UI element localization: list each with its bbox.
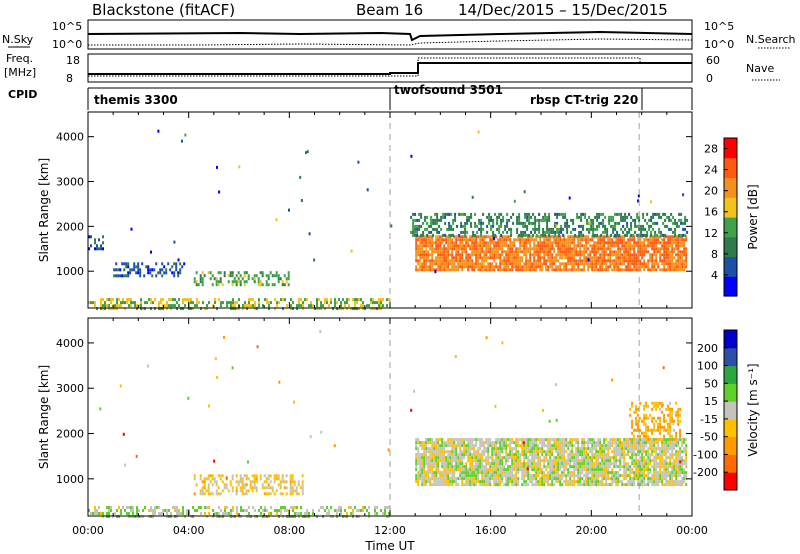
nsearch-tick-bottom: 10^0 xyxy=(704,38,734,51)
nsky-line xyxy=(87,30,693,42)
panel-velocity: 1000 2000 3000 4000 Slant Range [km] -200 -100… xyxy=(37,317,760,518)
colorbar-segment xyxy=(724,138,737,159)
cpid-label: CPID xyxy=(8,88,37,101)
colorbar-tick-label: 12 xyxy=(704,227,718,240)
data-cells-velocity xyxy=(88,330,688,518)
colorbar-segment xyxy=(724,347,737,367)
colorbar-tick-label: 16 xyxy=(704,206,718,219)
colorbar-tick-label: 24 xyxy=(704,164,718,177)
colorbar-segment xyxy=(724,256,737,277)
nsky-strip xyxy=(87,19,693,50)
colorbar-segment xyxy=(724,383,737,402)
freq-tick-top: 18 xyxy=(66,54,80,67)
cpid-mode-2: twofsound 3501 xyxy=(394,83,503,97)
colorbar-tick-label: 8 xyxy=(711,248,718,261)
y-tick-label: 4000 xyxy=(56,131,84,144)
x-tick-label: 04:00 xyxy=(173,524,205,537)
nsearch-tick-top: 10^5 xyxy=(704,20,734,33)
colorbar-segment xyxy=(724,276,737,297)
colorbar-frame xyxy=(723,329,738,491)
date-range: 14/Dec/2015 – 15/Dec/2015 xyxy=(458,1,668,19)
colorbar-segment xyxy=(724,177,737,198)
colorbar-tick-label: 50 xyxy=(704,377,718,390)
freq-strip xyxy=(87,53,693,83)
nave-label: Nave xyxy=(746,62,774,75)
beam-label: Beam 16 xyxy=(356,1,423,19)
colorbar-frame xyxy=(723,137,738,297)
y-tick-label: 1000 xyxy=(56,265,84,278)
y-tick-label: 4000 xyxy=(56,337,84,350)
freq-unit: [MHz] xyxy=(4,66,36,79)
colorbar-segment xyxy=(724,217,737,238)
colorbar-velocity: -200 -100 -50 -15 15 50 100 200 Velocity [m s⁻¹] xyxy=(693,329,760,491)
y-tick-label: 3000 xyxy=(56,382,84,395)
colorbar-segment xyxy=(724,197,737,218)
panel-power: 1000 2000 3000 4000 Slant Range [km] 4 8 12 16 20… xyxy=(37,111,760,311)
y-axis-label: Slant Range [km] xyxy=(37,158,51,262)
nsearch-label: N.Search xyxy=(746,33,796,46)
x-tick-label: 20:00 xyxy=(575,524,607,537)
colorbar-label: Velocity [m s⁻¹] xyxy=(746,363,760,456)
y-axis-label: Slant Range [km] xyxy=(37,365,51,469)
x-tick-label: 08:00 xyxy=(273,524,305,537)
freq-line xyxy=(88,62,692,75)
x-tick-label: 00:00 xyxy=(676,524,708,537)
x-tick-label: 00:00 xyxy=(72,524,104,537)
station-title: Blackstone (fitACF) xyxy=(92,1,235,19)
y-tick-label: 1000 xyxy=(56,473,84,486)
nsky-tick-bottom: 10^0 xyxy=(52,38,82,51)
x-axis-label: Time UT xyxy=(364,539,415,553)
colorbar-tick-label: -200 xyxy=(693,466,718,479)
colorbar-segment xyxy=(724,330,737,349)
nave-line xyxy=(88,57,692,77)
y-tick-label: 3000 xyxy=(56,176,84,189)
colorbar-segment xyxy=(724,365,737,384)
colorbar-segment xyxy=(724,418,737,438)
cpid-mode-1: themis 3300 xyxy=(94,93,178,107)
colorbar-segment xyxy=(724,236,737,258)
colorbar-segment xyxy=(724,454,737,473)
freq-tick-bottom: 8 xyxy=(66,72,73,85)
colorbar-tick-label: 200 xyxy=(697,342,718,355)
y-tick-label: 2000 xyxy=(56,220,84,233)
colorbar-segment xyxy=(724,157,737,179)
colorbar-tick-label: 15 xyxy=(704,395,718,408)
colorbar-power: 4 8 12 16 20 24 28 Power [dB] xyxy=(704,137,760,297)
nave-tick-bottom: 0 xyxy=(706,72,713,85)
colorbar-tick-label: 28 xyxy=(704,143,718,156)
colorbar-tick-label: 20 xyxy=(704,185,718,198)
colorbar-tick-label: 4 xyxy=(711,269,718,282)
nsky-label: N.Sky xyxy=(2,33,34,46)
cpid-mode-3: rbsp CT-trig 220 xyxy=(530,93,638,107)
colorbar-tick-label: 100 xyxy=(697,360,718,373)
data-cells-power xyxy=(88,129,689,311)
nsearch-line xyxy=(88,38,693,46)
x-tick-label: 12:00 xyxy=(374,524,406,537)
colorbar-label: Power [dB] xyxy=(746,184,760,249)
colorbar-tick-label: -15 xyxy=(700,413,718,426)
colorbar-segment xyxy=(724,436,737,455)
colorbar-tick-label: -100 xyxy=(693,448,718,461)
nsky-tick-top: 10^5 xyxy=(52,20,82,33)
nave-tick-top: 60 xyxy=(706,54,720,67)
y-tick-label: 2000 xyxy=(56,428,84,441)
colorbar-segment xyxy=(724,401,737,420)
x-tick-label: 16:00 xyxy=(475,524,507,537)
freq-label: Freq. xyxy=(6,52,33,65)
colorbar-segment xyxy=(724,472,737,491)
colorbar-tick-label: -50 xyxy=(700,431,718,444)
